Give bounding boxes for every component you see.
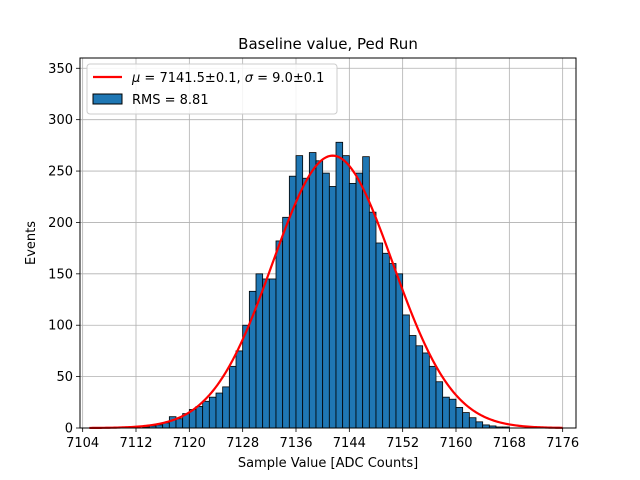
x-tick-label: 7104 [66, 436, 99, 451]
plot-frame [79, 57, 577, 429]
histogram-bar [342, 155, 350, 429]
histogram-bar [475, 421, 484, 429]
histogram-bar [448, 398, 457, 429]
histogram-bar [375, 242, 384, 429]
histogram-bar [275, 240, 284, 429]
histogram-bar [328, 186, 337, 429]
legend-hist-swatch [92, 93, 123, 105]
x-tick-label: 7160 [439, 436, 472, 451]
x-tick-label: 7112 [119, 436, 152, 451]
x-tick-label: 7120 [173, 436, 206, 451]
histogram-bars [142, 141, 510, 429]
histogram-bar [348, 182, 357, 429]
histogram-bar [402, 314, 410, 429]
histogram-bar [175, 418, 184, 429]
histogram-bar [322, 172, 330, 429]
x-tick-label: 7176 [546, 436, 579, 451]
histogram-bar [415, 345, 424, 429]
legend-sigma-text: = 9.0±0.1 [253, 71, 324, 86]
histogram-bar [382, 252, 390, 429]
legend-hist-label: RMS = 8.81 [132, 93, 209, 108]
histogram-bar [455, 407, 464, 429]
x-axis-ticks: 7104 7112 7120 7128 7136 7144 7152 7160 7168 7176 [66, 428, 579, 451]
x-tick-label: 7136 [279, 436, 312, 451]
legend-sigma-symbol: σ [245, 71, 254, 86]
histogram-bar [215, 392, 224, 429]
y-tick-label: 50 [56, 370, 73, 385]
x-tick-label: 7128 [226, 436, 259, 451]
histogram-bar [355, 172, 364, 429]
histogram-bar [408, 335, 417, 429]
histogram-bar [308, 152, 317, 429]
histogram-bar [435, 381, 444, 429]
y-axis-label: Events [24, 221, 39, 265]
x-tick-label: 7168 [493, 436, 526, 451]
histogram-bar [262, 278, 270, 429]
y-tick-label: 100 [48, 319, 73, 334]
histogram-bar [235, 350, 244, 429]
histogram-bar [282, 216, 290, 429]
histogram-bar [388, 263, 397, 429]
histogram-bar [442, 396, 450, 429]
histogram-bar [395, 273, 404, 429]
legend-mu-text: = 7141.5±0.1, [140, 71, 244, 86]
y-axis-ticks: 0 50 100 150 200 250 300 350 [48, 62, 80, 437]
histogram-bar [428, 365, 437, 429]
y-tick-label: 350 [48, 62, 73, 77]
y-tick-label: 150 [48, 267, 73, 282]
histogram-bar [368, 211, 377, 429]
legend: μ = 7141.5±0.1, σ = 9.0±0.1 RMS = 8.81 [86, 63, 338, 115]
x-axis-label: Sample Value [ADC Counts] [238, 456, 418, 471]
histogram-bar [208, 396, 217, 429]
y-tick-label: 300 [48, 113, 73, 128]
histogram-bar [242, 324, 250, 429]
x-tick-label: 7144 [333, 436, 366, 451]
histogram-bar [222, 386, 230, 429]
histogram-bar [202, 400, 210, 429]
legend-mu-symbol: μ [131, 71, 140, 86]
histogram-bar [468, 417, 477, 429]
y-tick-label: 200 [48, 216, 73, 231]
histogram-bar [268, 278, 277, 429]
chart-title: Baseline value, Ped Run [238, 35, 418, 53]
x-tick-label: 7152 [386, 436, 419, 451]
histogram-bar [462, 412, 470, 429]
gaussian-fit-curve [89, 154, 563, 430]
y-tick-label: 250 [48, 165, 73, 180]
y-tick-label: 0 [65, 422, 73, 437]
histogram-bar [228, 365, 237, 429]
histogram-bar [302, 177, 310, 429]
histogram-bar [195, 406, 204, 429]
histogram-bar [422, 352, 430, 429]
legend-fit-label: μ = 7141.5±0.1, σ = 9.0±0.1 [131, 71, 324, 86]
histogram-bar [335, 141, 344, 429]
histogram-bar [315, 160, 324, 429]
legend-box [86, 63, 338, 115]
